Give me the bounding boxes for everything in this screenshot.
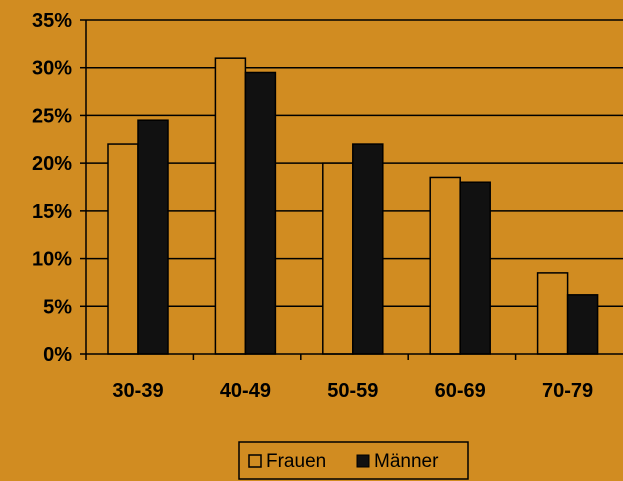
x-category-label: 70-79 <box>542 380 593 402</box>
y-tick-label: 20% <box>32 153 72 175</box>
bar-mnner-70-79 <box>566 294 599 355</box>
bar-frauen-40-49 <box>214 57 247 355</box>
bar-frauen-30-39 <box>107 143 139 355</box>
bar-mnner-30-39 <box>137 119 169 355</box>
x-category-label: 30-39 <box>112 380 163 402</box>
bar-frauen-50-59 <box>322 162 354 355</box>
y-tick-label: 0% <box>43 344 72 366</box>
x-category-label: 40-49 <box>220 380 271 402</box>
y-tick-label: 30% <box>32 58 72 80</box>
bar-mnner-50-59 <box>352 143 384 355</box>
bar-mnner-40-49 <box>244 71 277 355</box>
y-axis: 0% 5% 10% 15% 20% 25% 30% 35% <box>32 10 87 366</box>
x-axis: 30-39 40-49 50-59 60-69 70-79 <box>85 353 623 402</box>
bar-frauen-60-69 <box>429 176 461 355</box>
y-tick-label: 25% <box>32 105 72 127</box>
bar-frauen-70-79 <box>536 272 569 355</box>
y-tick-label: 5% <box>43 296 72 318</box>
legend-box <box>238 441 469 480</box>
legend-swatch-maenner <box>356 454 370 468</box>
legend-label-maenner: Männer <box>374 451 439 472</box>
bar-mnner-60-69 <box>459 181 491 355</box>
y-tick-label: 10% <box>32 249 72 271</box>
legend-label-frauen: Frauen <box>266 451 326 472</box>
x-category-label: 60-69 <box>435 380 486 402</box>
bars <box>107 57 599 355</box>
y-tick-label: 15% <box>32 201 72 223</box>
x-category-label: 50-59 <box>327 380 378 402</box>
legend-swatch-frauen <box>248 454 262 468</box>
y-tick-label: 35% <box>32 10 72 32</box>
legend: Frauen Männer <box>238 441 469 480</box>
